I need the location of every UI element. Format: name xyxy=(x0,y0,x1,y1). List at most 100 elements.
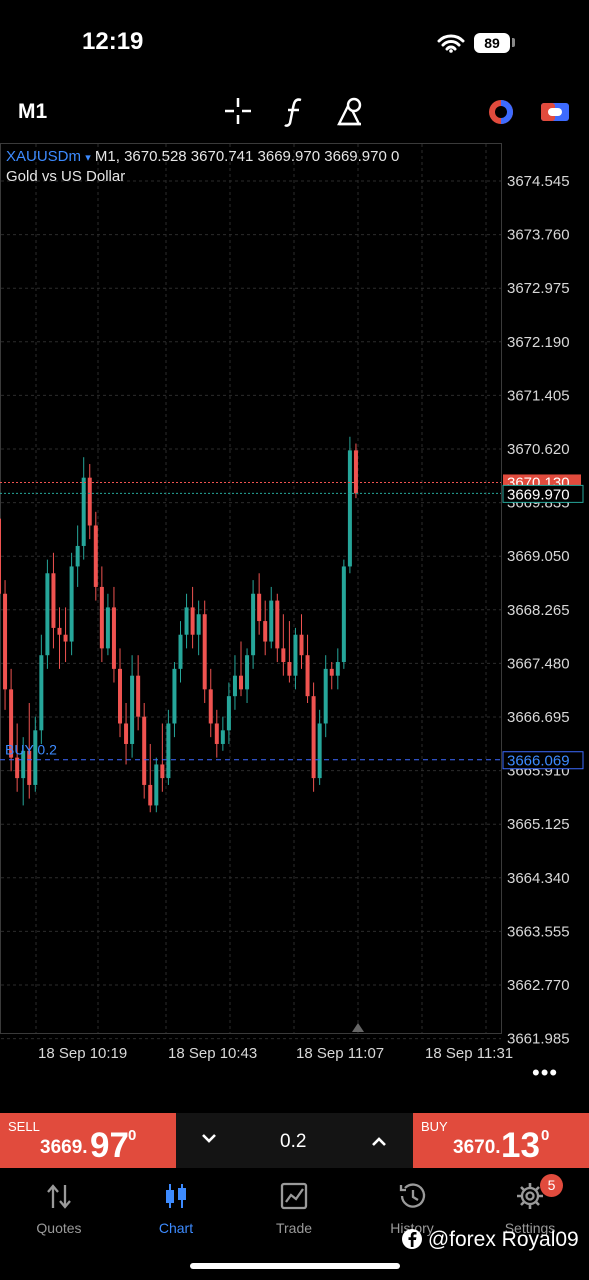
candle-body xyxy=(118,668,122,724)
price-axis-label: 3672.975 xyxy=(507,280,570,297)
candle-body xyxy=(311,696,316,779)
lot-decrease-icon[interactable] xyxy=(200,1132,218,1146)
more-options-icon[interactable]: ••• xyxy=(532,1060,559,1085)
candle-body xyxy=(281,648,286,663)
candle-body xyxy=(81,477,86,546)
candle-body xyxy=(51,573,56,628)
price-chart[interactable]: 3674.545 3673.760 3672.975 3672.190 3671.405… xyxy=(0,143,589,1090)
position-label: BUY 0.2 xyxy=(5,742,57,758)
candle-body xyxy=(208,689,213,724)
candle-body xyxy=(105,607,110,649)
price-axis-label: 3673.760 xyxy=(507,227,570,244)
time-axis-label: 18 Sep 10:43 xyxy=(168,1045,257,1062)
position-price-tag xyxy=(502,751,584,770)
candle-body xyxy=(226,696,231,731)
sell-price-small: 3669. xyxy=(40,1137,88,1158)
candle-body xyxy=(130,675,135,744)
symbol-selector[interactable]: XAUUSDm xyxy=(6,148,82,165)
sell-price-sup: 0 xyxy=(128,1127,137,1144)
candle-body xyxy=(341,566,346,663)
tab-quotes[interactable]: Quotes xyxy=(4,1175,114,1236)
wifi-icon xyxy=(437,34,465,53)
candle-body xyxy=(57,627,62,635)
buy-label: BUY xyxy=(421,1119,448,1134)
switch-toggle-icon[interactable] xyxy=(540,96,570,128)
candle-body xyxy=(69,566,74,642)
function-icon[interactable] xyxy=(283,96,305,128)
price-axis-label: 3667.480 xyxy=(507,655,570,672)
candle-body xyxy=(323,668,328,724)
buy-price-big: 13 xyxy=(501,1126,540,1165)
price-axis-label: 3665.125 xyxy=(507,816,570,833)
trading-pie-icon[interactable] xyxy=(486,96,516,128)
candle-body xyxy=(239,675,243,690)
price-axis-label: 3674.545 xyxy=(507,173,570,190)
plot-frame xyxy=(0,143,502,1034)
candle-body xyxy=(3,593,8,690)
battery-tip xyxy=(512,38,515,47)
buy-button[interactable]: BUY 3670. 13 0 xyxy=(413,1113,589,1168)
candle-body xyxy=(160,764,165,779)
battery-indicator: 89 xyxy=(474,33,510,53)
lot-size-value[interactable]: 0.2 xyxy=(280,1131,307,1152)
candle-body xyxy=(93,525,98,587)
candle-body xyxy=(166,723,171,779)
quotes-arrows-icon xyxy=(47,1184,71,1209)
candle-body xyxy=(293,634,298,676)
tab-trade[interactable]: Trade xyxy=(239,1175,349,1236)
tab-trade-label: Trade xyxy=(275,1220,313,1236)
history-clock-icon xyxy=(399,1183,426,1208)
candle-body xyxy=(136,675,141,717)
price-axis-label: 3669.050 xyxy=(507,548,570,565)
lot-increase-icon[interactable] xyxy=(370,1134,388,1148)
candle-body xyxy=(87,477,92,526)
candle-body xyxy=(0,518,1,594)
candle-body xyxy=(299,634,304,656)
price-axis-label: 3670.620 xyxy=(507,441,570,458)
trade-chart-icon xyxy=(280,1182,308,1210)
tab-settings[interactable]: Settings xyxy=(475,1175,585,1236)
symbol-description: Gold vs US Dollar xyxy=(6,168,126,185)
time-axis-label: 18 Sep 10:19 xyxy=(38,1045,127,1062)
candle-body xyxy=(99,586,104,649)
candle-body xyxy=(142,716,147,785)
price-axis-label: 3672.190 xyxy=(507,334,570,351)
status-time: 12:19 xyxy=(82,28,144,55)
crosshair-icon[interactable] xyxy=(224,96,252,126)
settings-gear-icon xyxy=(517,1183,543,1209)
position-price-tag-text: 3666.069 xyxy=(507,753,570,770)
tab-chart[interactable]: Chart xyxy=(121,1175,231,1236)
timeframe-button[interactable]: M1 xyxy=(18,100,48,123)
objects-icon[interactable] xyxy=(335,96,365,128)
candle-body xyxy=(154,764,159,806)
candle-body xyxy=(75,545,80,567)
candle-body xyxy=(184,607,189,635)
candle-body xyxy=(347,450,352,567)
price-axis-label: 3662.770 xyxy=(507,977,570,994)
candle-body xyxy=(27,750,32,785)
chart-symbol-info: XAUUSDm ▾ M1, 3670.528 3670.741 3669.970… xyxy=(6,148,399,165)
candle-body xyxy=(245,655,250,690)
candle-body xyxy=(190,607,195,635)
tab-history-label: History xyxy=(390,1220,434,1236)
candle-body xyxy=(39,655,44,731)
candle-body xyxy=(353,450,358,494)
candle-body xyxy=(317,723,322,779)
price-axis-label: 3666.695 xyxy=(507,709,570,726)
tab-history[interactable]: History xyxy=(357,1175,467,1236)
sell-button[interactable]: SELL 3669. 97 0 xyxy=(0,1113,176,1168)
watermark-text: @forex Royal09 xyxy=(427,1228,579,1251)
candlestick-chart-icon xyxy=(166,1184,186,1208)
bid-price-tag xyxy=(502,484,584,503)
candle-body xyxy=(196,614,201,635)
symbol-dropdown-icon[interactable]: ▾ xyxy=(85,152,91,164)
candle-body xyxy=(21,750,26,779)
tab-chart-label: Chart xyxy=(158,1220,194,1236)
price-axis-label: 3671.405 xyxy=(507,387,570,404)
candle-body xyxy=(111,607,116,669)
chart-canvas[interactable]: 3674.545 3673.760 3672.975 3672.190 3671.405… xyxy=(0,143,589,1090)
candle-body xyxy=(9,689,14,758)
sell-label: SELL xyxy=(8,1119,40,1134)
candle-body xyxy=(269,600,274,642)
buy-price-small: 3670. xyxy=(453,1137,501,1158)
